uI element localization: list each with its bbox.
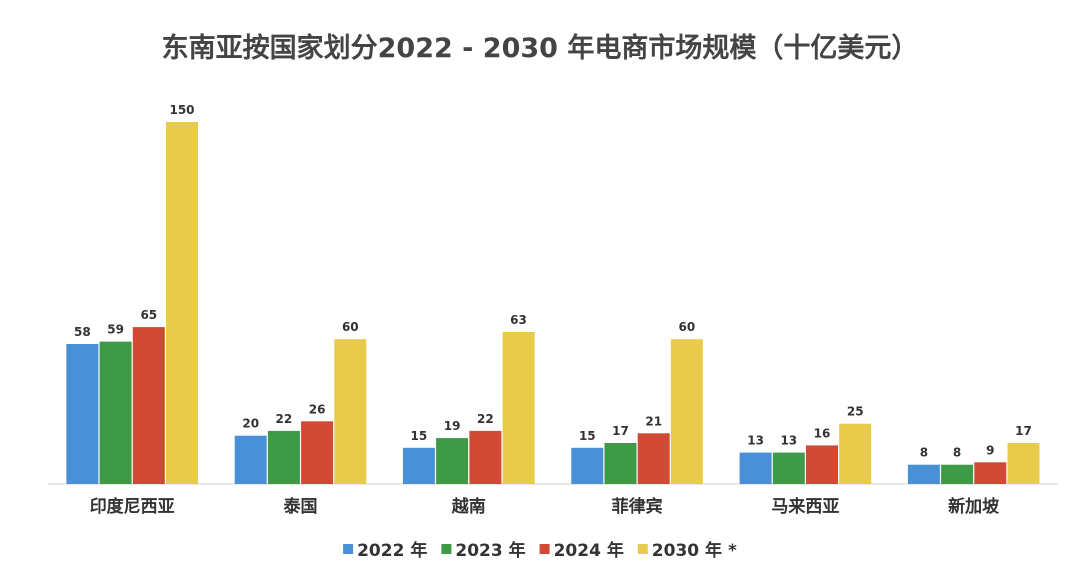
value-label-1-3: 60 (342, 320, 359, 334)
value-label-1-1: 22 (276, 412, 293, 426)
value-label-3-0: 15 (579, 429, 596, 443)
category-labels-group: 印度尼西亚 泰国 越南 菲律宾 马来西亚 新加坡 (90, 496, 999, 517)
bar-4-3 (839, 423, 872, 484)
value-label-5-0: 8 (920, 446, 928, 460)
legend: 2022 年 2023 年 2024 年 2030 年 * (343, 540, 737, 561)
legend-label-0: 2022 年 (357, 540, 427, 561)
category-label-2: 越南 (451, 496, 486, 517)
bar-1-1 (267, 430, 300, 484)
value-label-0-2: 65 (140, 308, 157, 322)
value-label-2-3: 63 (510, 313, 527, 327)
bar-2-3 (502, 332, 535, 484)
bar-5-2 (974, 462, 1007, 484)
category-label-5: 新加坡 (948, 496, 999, 517)
bar-1-0 (234, 435, 267, 484)
bar-0-3 (166, 122, 198, 484)
value-label-5-3: 17 (1015, 424, 1032, 438)
value-label-4-0: 13 (747, 434, 764, 448)
value-label-4-3: 25 (847, 405, 864, 419)
legend-label-1: 2023 年 (455, 540, 525, 561)
bar-2-0 (402, 447, 435, 484)
value-label-4-1: 13 (780, 434, 797, 448)
value-label-3-1: 17 (612, 424, 629, 438)
value-label-1-0: 20 (242, 417, 259, 431)
value-label-0-3: 150 (169, 103, 194, 117)
bar-5-0 (907, 464, 940, 484)
chart-title: 东南亚按国家划分2022 - 2030 年电商市场规模（十亿美元） (161, 33, 919, 64)
value-label-0-0: 58 (74, 325, 91, 339)
value-label-2-0: 15 (411, 429, 428, 443)
value-label-4-2: 16 (814, 426, 831, 440)
bar-3-2 (637, 433, 670, 484)
bar-3-3 (670, 339, 703, 484)
value-label-3-3: 60 (679, 320, 696, 334)
bar-1-3 (334, 339, 367, 484)
value-labels-group: 58 59 65 150 20 22 26 60 15 19 22 63 15 17 21 60 13 13 16 2… (74, 103, 1032, 460)
value-label-2-1: 19 (444, 419, 461, 433)
category-label-4: 马来西亚 (771, 496, 839, 517)
bars-group (66, 122, 1040, 484)
bar-0-1 (99, 341, 132, 484)
legend-swatch-0 (343, 544, 354, 554)
bar-2-2 (469, 430, 502, 484)
value-label-5-1: 8 (953, 446, 961, 460)
value-label-3-2: 21 (645, 414, 662, 428)
category-label-3: 菲律宾 (612, 496, 663, 517)
bar-5-3 (1007, 443, 1040, 484)
bar-3-1 (604, 443, 637, 484)
bar-4-2 (806, 445, 838, 484)
legend-swatch-2 (539, 544, 550, 554)
legend-label-3: 2030 年 * (652, 540, 737, 561)
bar-4-1 (772, 452, 805, 484)
bar-2-1 (436, 438, 469, 484)
bar-1-2 (301, 421, 334, 484)
bar-0-0 (66, 344, 99, 484)
category-label-1: 泰国 (284, 496, 318, 517)
value-label-0-1: 59 (107, 323, 124, 337)
value-label-1-2: 26 (309, 402, 326, 416)
legend-swatch-1 (441, 544, 452, 554)
legend-swatch-3 (637, 544, 648, 554)
bar-5-1 (941, 464, 974, 484)
value-label-5-2: 9 (986, 443, 994, 457)
category-label-0: 印度尼西亚 (90, 496, 175, 517)
bar-4-0 (739, 452, 772, 484)
bar-3-0 (571, 447, 604, 484)
value-label-2-2: 22 (477, 412, 494, 426)
bar-0-2 (132, 327, 165, 484)
legend-label-2: 2024 年 (554, 540, 624, 561)
